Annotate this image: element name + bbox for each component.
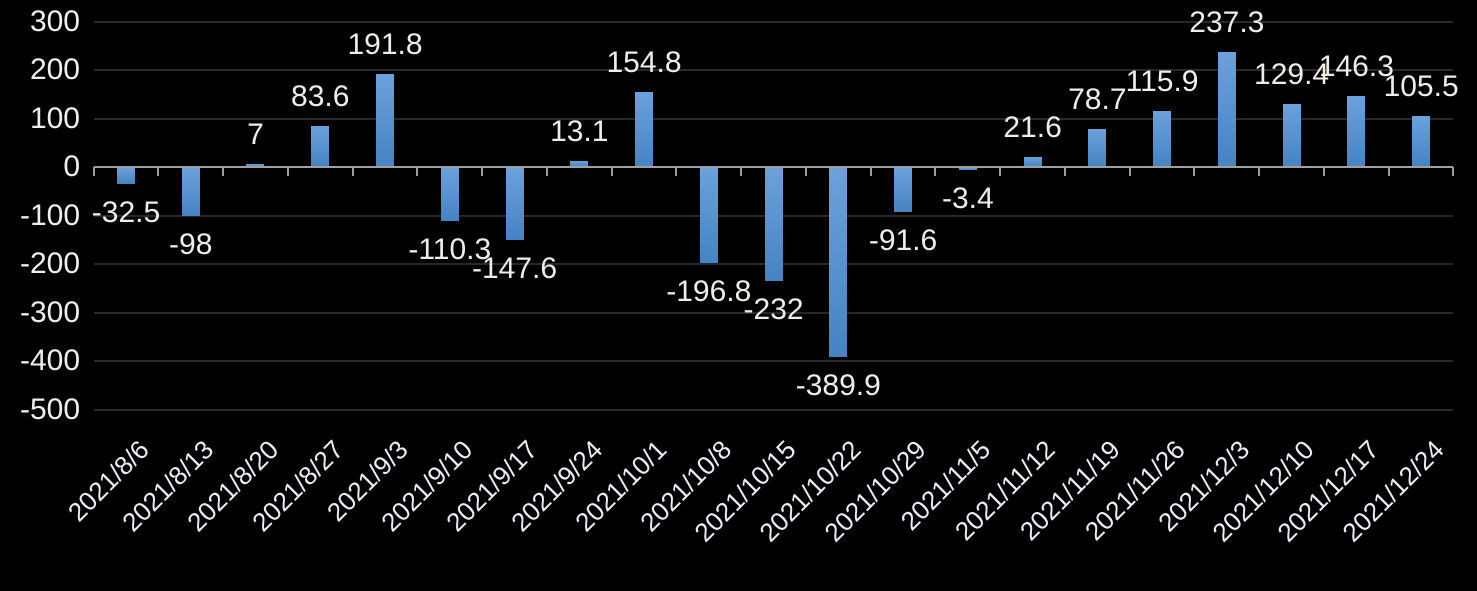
axis-tick xyxy=(1258,167,1261,176)
bar[interactable] xyxy=(505,168,524,240)
bar-value-label: 21.6 xyxy=(1003,110,1062,144)
bar-value-label: 13.1 xyxy=(550,114,609,148)
y-axis-label: -100 xyxy=(19,198,80,232)
axis-tick xyxy=(1387,167,1390,176)
y-axis-label: -400 xyxy=(19,344,80,377)
y-axis-label: -500 xyxy=(19,392,80,426)
bar-value-label: 83.6 xyxy=(291,80,350,114)
bar[interactable] xyxy=(1412,115,1431,167)
bar-value-label: -3.4 xyxy=(941,182,994,215)
bar[interactable] xyxy=(894,168,913,213)
bar[interactable] xyxy=(635,91,654,167)
y-axis-label: 0 xyxy=(63,150,80,183)
axis-tick xyxy=(92,167,95,176)
gridline xyxy=(93,311,1454,314)
bar-value-label: 146.3 xyxy=(1318,50,1394,84)
bar-value-label: 105.5 xyxy=(1383,69,1459,103)
x-axis-line xyxy=(93,166,1454,168)
axis-tick xyxy=(157,167,160,176)
y-axis-label: 300 xyxy=(29,4,80,38)
gridline xyxy=(93,117,1454,120)
bar[interactable] xyxy=(764,168,783,281)
bar-value-label: 115.9 xyxy=(1125,64,1199,98)
bar[interactable] xyxy=(958,168,977,170)
bar[interactable] xyxy=(311,126,330,167)
bar[interactable] xyxy=(1217,51,1236,167)
axis-tick xyxy=(351,167,354,176)
bar[interactable] xyxy=(1088,128,1107,167)
bar[interactable] xyxy=(1023,156,1042,167)
bar[interactable] xyxy=(376,73,394,167)
gridline xyxy=(93,360,1454,362)
bar-value-label: 129.4 xyxy=(1254,58,1330,92)
gridline xyxy=(93,408,1454,411)
axis-tick xyxy=(1322,167,1325,176)
axis-tick xyxy=(934,167,937,176)
axis-tick xyxy=(1193,167,1196,176)
bar-value-label: -110.3 xyxy=(408,233,492,267)
bar[interactable] xyxy=(116,168,135,184)
gridline xyxy=(93,20,1454,23)
bar-value-label: 154.8 xyxy=(606,45,682,79)
bar[interactable] xyxy=(181,168,200,216)
y-axis-label: -300 xyxy=(19,295,80,329)
bar-value-label: -32.5 xyxy=(91,195,161,229)
bar-value-label: -147.6 xyxy=(471,251,558,285)
bar-value-label: -232 xyxy=(743,292,804,326)
bar[interactable] xyxy=(699,168,718,264)
bar[interactable] xyxy=(829,168,848,358)
axis-tick xyxy=(999,167,1002,176)
axis-tick xyxy=(610,167,613,176)
axis-tick xyxy=(222,167,225,176)
axis-tick xyxy=(286,167,289,176)
bar[interactable] xyxy=(1347,96,1366,167)
bar[interactable] xyxy=(246,163,265,167)
axis-tick xyxy=(545,167,548,176)
axis-tick xyxy=(1128,167,1131,176)
y-axis-label: 100 xyxy=(29,101,80,135)
bar-value-label: -389.9 xyxy=(795,369,881,403)
axis-tick xyxy=(740,167,743,176)
axis-tick xyxy=(675,167,678,176)
bar-value-label: 78.7 xyxy=(1068,82,1127,116)
gridline xyxy=(93,69,1454,71)
bar[interactable] xyxy=(570,160,589,167)
y-axis-label: 200 xyxy=(29,53,80,86)
y-axis-label: -200 xyxy=(19,247,80,280)
bar-value-label: -196.8 xyxy=(666,275,752,309)
axis-tick xyxy=(1452,167,1455,176)
axis-tick xyxy=(416,167,419,176)
bar-value-label: -98 xyxy=(169,227,213,261)
axis-tick xyxy=(1063,167,1066,176)
axis-tick xyxy=(869,167,872,176)
axis-tick xyxy=(804,167,807,176)
axis-tick xyxy=(481,167,484,176)
bar-value-label: -91.6 xyxy=(868,224,938,258)
bar-value-label: 191.8 xyxy=(347,27,423,61)
bar[interactable] xyxy=(1282,104,1301,167)
bar[interactable] xyxy=(440,168,459,222)
bar-value-label: 7 xyxy=(247,117,264,151)
bar[interactable] xyxy=(1153,110,1172,167)
bar-value-label: 237.3 xyxy=(1189,5,1265,39)
